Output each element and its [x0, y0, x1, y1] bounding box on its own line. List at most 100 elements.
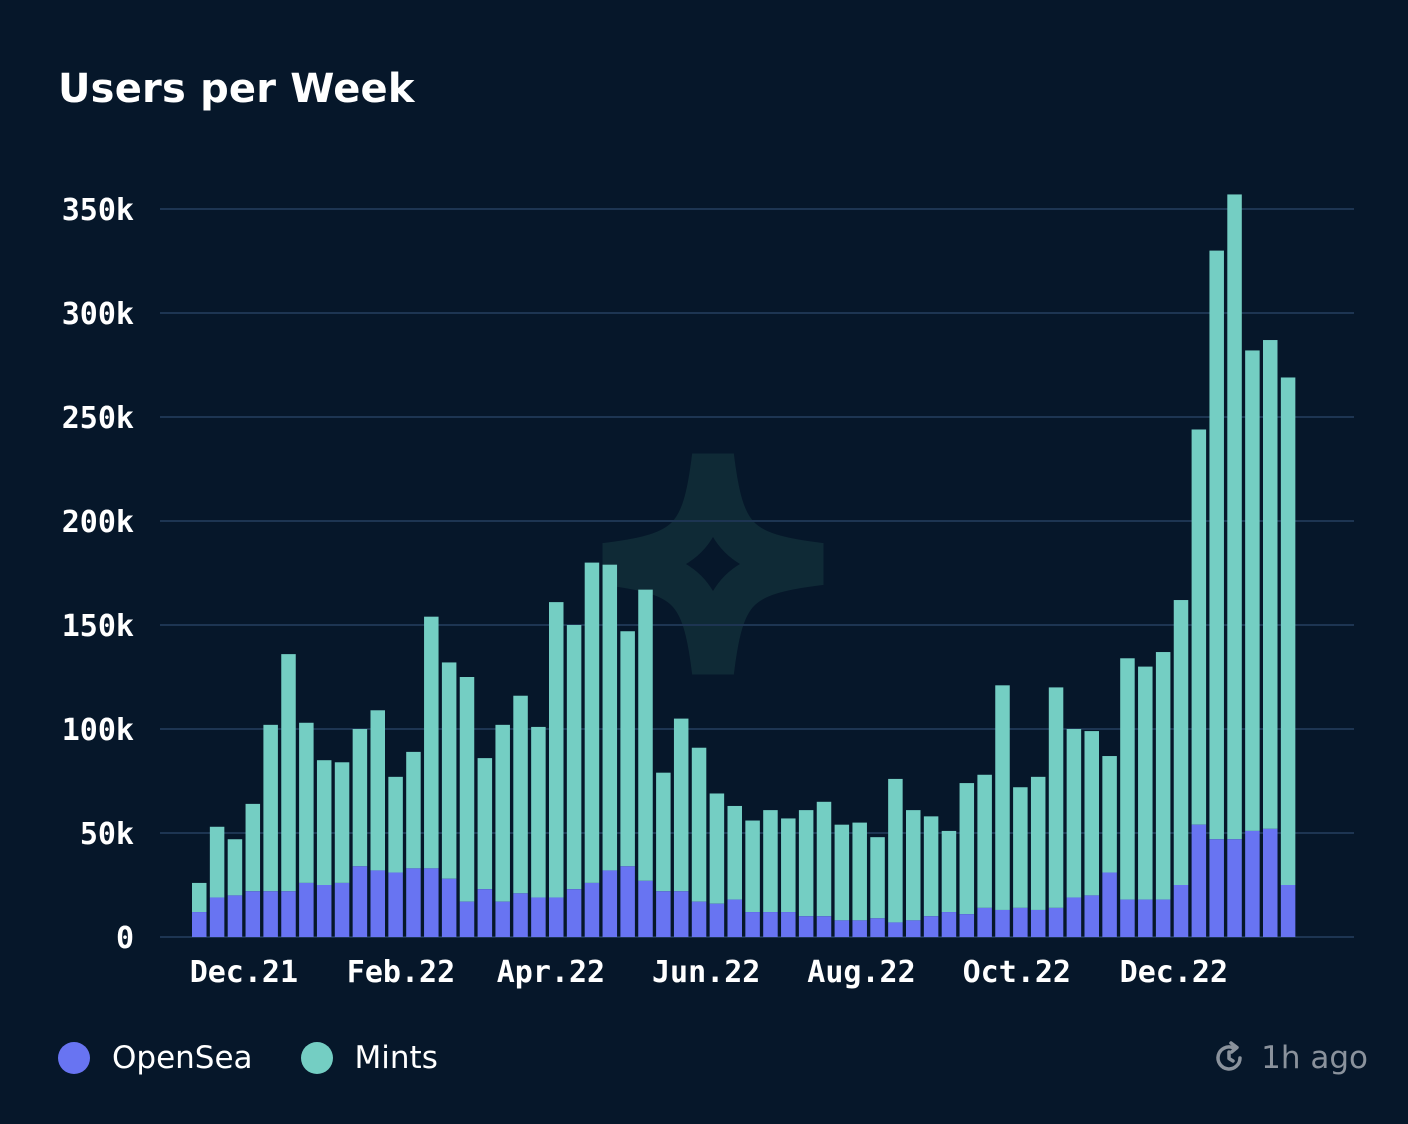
- bar-opensea[interactable]: [638, 880, 653, 937]
- bar-opensea[interactable]: [888, 922, 903, 937]
- bar-mints[interactable]: [549, 602, 564, 898]
- bar-mints[interactable]: [388, 776, 403, 873]
- bar-mints[interactable]: [1173, 600, 1189, 885]
- bar-mints[interactable]: [1280, 377, 1296, 885]
- bar-opensea[interactable]: [477, 889, 493, 937]
- bar-opensea[interactable]: [281, 891, 296, 937]
- bar-mints[interactable]: [1013, 787, 1028, 908]
- bar-opensea[interactable]: [709, 903, 725, 937]
- bar-opensea[interactable]: [316, 885, 332, 937]
- bar-opensea[interactable]: [906, 920, 921, 937]
- bar-opensea[interactable]: [227, 895, 243, 937]
- bar-opensea[interactable]: [923, 916, 939, 937]
- bar-opensea[interactable]: [1263, 828, 1278, 937]
- bar-opensea[interactable]: [1245, 830, 1260, 937]
- bar-mints[interactable]: [745, 820, 760, 913]
- bar-mints[interactable]: [727, 805, 743, 900]
- bar-mints[interactable]: [370, 710, 386, 871]
- bar-opensea[interactable]: [388, 872, 403, 937]
- bar-opensea[interactable]: [834, 920, 850, 937]
- bar-opensea[interactable]: [977, 907, 992, 937]
- bar-mints[interactable]: [531, 726, 546, 898]
- bar-mints[interactable]: [227, 839, 243, 896]
- bar-mints[interactable]: [406, 751, 421, 869]
- bar-mints[interactable]: [1048, 687, 1064, 908]
- bar-opensea[interactable]: [1048, 907, 1064, 937]
- bar-mints[interactable]: [834, 824, 850, 921]
- bar-mints[interactable]: [691, 747, 707, 902]
- bar-opensea[interactable]: [1191, 824, 1207, 937]
- bar-opensea[interactable]: [441, 878, 457, 937]
- bar-mints[interactable]: [1084, 731, 1100, 896]
- bar-opensea[interactable]: [1066, 897, 1082, 937]
- bar-mints[interactable]: [495, 724, 510, 902]
- bar-opensea[interactable]: [1209, 839, 1224, 937]
- bar-mints[interactable]: [1227, 194, 1242, 840]
- bar-mints[interactable]: [1120, 658, 1135, 900]
- bar-opensea[interactable]: [531, 897, 546, 937]
- bar-mints[interactable]: [709, 793, 725, 904]
- bar-opensea[interactable]: [941, 912, 957, 937]
- bar-mints[interactable]: [1102, 756, 1117, 873]
- bar-opensea[interactable]: [1138, 899, 1153, 937]
- bar-opensea[interactable]: [549, 897, 564, 937]
- bar-opensea[interactable]: [1280, 885, 1296, 937]
- bar-opensea[interactable]: [513, 893, 528, 937]
- bar-opensea[interactable]: [299, 882, 314, 937]
- bar-opensea[interactable]: [1227, 839, 1242, 937]
- bar-opensea[interactable]: [691, 901, 707, 937]
- bar-opensea[interactable]: [1013, 907, 1028, 937]
- bar-opensea[interactable]: [1030, 909, 1046, 937]
- bar-mints[interactable]: [638, 589, 653, 881]
- bar-mints[interactable]: [299, 722, 314, 883]
- legend-item-mints[interactable]: Mints: [300, 1040, 438, 1076]
- bar-mints[interactable]: [477, 758, 493, 890]
- bar-mints[interactable]: [959, 783, 975, 915]
- bar-opensea[interactable]: [995, 909, 1010, 937]
- bar-mints[interactable]: [977, 774, 992, 908]
- bar-opensea[interactable]: [209, 897, 225, 937]
- bar-opensea[interactable]: [870, 918, 885, 937]
- bar-opensea[interactable]: [370, 870, 386, 937]
- bar-opensea[interactable]: [763, 912, 778, 937]
- bar-mints[interactable]: [192, 882, 207, 913]
- bar-opensea[interactable]: [816, 916, 832, 937]
- bar-mints[interactable]: [888, 778, 903, 923]
- bar-mints[interactable]: [1066, 729, 1082, 898]
- bar-mints[interactable]: [1263, 340, 1278, 829]
- bar-mints[interactable]: [870, 837, 885, 919]
- bar-opensea[interactable]: [1173, 885, 1189, 937]
- bar-mints[interactable]: [352, 729, 368, 867]
- bar-mints[interactable]: [673, 718, 689, 892]
- bar-mints[interactable]: [1245, 350, 1260, 831]
- bar-opensea[interactable]: [1120, 899, 1135, 937]
- bar-opensea[interactable]: [584, 882, 600, 937]
- bar-opensea[interactable]: [620, 866, 635, 937]
- bar-mints[interactable]: [1191, 429, 1207, 825]
- bar-opensea[interactable]: [959, 914, 975, 937]
- bar-mints[interactable]: [1209, 250, 1224, 840]
- bar-opensea[interactable]: [745, 912, 760, 937]
- bar-opensea[interactable]: [352, 866, 368, 937]
- bar-opensea[interactable]: [727, 899, 743, 937]
- bar-opensea[interactable]: [245, 891, 261, 937]
- bar-mints[interactable]: [263, 724, 278, 892]
- bar-opensea[interactable]: [424, 868, 439, 937]
- bar-opensea[interactable]: [192, 912, 207, 937]
- bar-mints[interactable]: [316, 760, 332, 885]
- bar-opensea[interactable]: [852, 920, 867, 937]
- bar-opensea[interactable]: [495, 901, 510, 937]
- bar-mints[interactable]: [281, 654, 296, 892]
- bar-opensea[interactable]: [656, 891, 671, 937]
- bar-opensea[interactable]: [1084, 895, 1100, 937]
- bar-mints[interactable]: [602, 564, 618, 871]
- bar-mints[interactable]: [245, 803, 261, 892]
- bar-mints[interactable]: [209, 826, 225, 898]
- bar-opensea[interactable]: [334, 882, 350, 937]
- bar-mints[interactable]: [1155, 652, 1171, 900]
- bar-opensea[interactable]: [673, 891, 689, 937]
- bar-mints[interactable]: [763, 810, 778, 913]
- bar-mints[interactable]: [816, 801, 832, 917]
- bar-mints[interactable]: [995, 685, 1010, 910]
- bar-mints[interactable]: [923, 816, 939, 917]
